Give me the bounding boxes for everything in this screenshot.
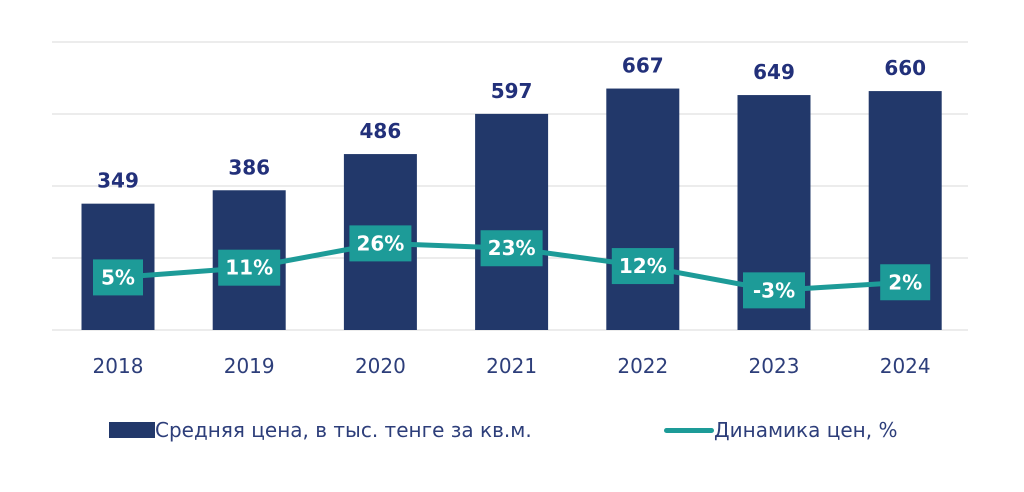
point-label-2018: 5% [101, 265, 135, 289]
bar-value-labels: 349 386 486 597 667 649 660 [97, 54, 926, 193]
legend: Средняя цена, в тыс. тенге за кв.м. Дина… [0, 418, 1024, 448]
bar-value-label-2021: 597 [491, 79, 533, 103]
point-box-2020 [349, 225, 412, 262]
point-label-2023: -3% [753, 278, 795, 302]
bar-value-label-2020: 486 [360, 119, 402, 143]
bar-2021 [475, 113, 549, 330]
bar-value-label-2019: 386 [228, 155, 270, 179]
point-box-2018 [93, 259, 143, 296]
point-label-2022: 12% [619, 254, 667, 278]
point-box-2022 [611, 248, 674, 285]
point-label-2020: 26% [356, 231, 404, 255]
bar-value-label-2023: 649 [753, 60, 795, 84]
bar-value-label-2022: 667 [622, 54, 664, 78]
point-label-2024: 2% [888, 270, 922, 294]
point-box-2023 [743, 272, 805, 309]
legend-label-avg-price: Средняя цена, в тыс. тенге за кв.м. [155, 418, 532, 442]
point-box-2024 [880, 264, 931, 301]
legend-line-swatch [664, 427, 714, 433]
point-label-2021: 23% [488, 236, 536, 260]
point-box-2019 [218, 249, 281, 286]
bar-2022 [606, 88, 680, 331]
x-tick-label-2020: 2020 [355, 354, 406, 378]
x-tick-label-2024: 2024 [880, 354, 931, 378]
combo-chart: 349 386 486 597 667 649 660 5% 11% 26% 23% 12% -3% 2… [52, 41, 968, 378]
x-tick-label-2022: 2022 [617, 354, 668, 378]
legend-bar-swatch [109, 422, 155, 438]
x-tick-label-2019: 2019 [224, 354, 275, 378]
bars [81, 88, 942, 331]
x-tick-label-2021: 2021 [486, 354, 537, 378]
bar-value-label-2024: 660 [884, 56, 926, 80]
price-dynamics-points: 5% 11% 26% 23% 12% -3% 2% [93, 225, 931, 309]
point-box-2021 [480, 230, 543, 267]
legend-item-avg-price: Средняя цена, в тыс. тенге за кв.м. [109, 418, 532, 442]
legend-item-price-dynamics: Динамика цен, % [664, 418, 897, 442]
x-axis-tick-labels: 2018 2019 2020 2021 2022 2023 2024 [93, 354, 931, 378]
x-tick-label-2018: 2018 [93, 354, 144, 378]
bar-value-label-2018: 349 [97, 169, 139, 193]
legend-label-price-dynamics: Динамика цен, % [714, 418, 898, 442]
x-tick-label-2023: 2023 [749, 354, 800, 378]
point-label-2019: 11% [225, 256, 273, 280]
